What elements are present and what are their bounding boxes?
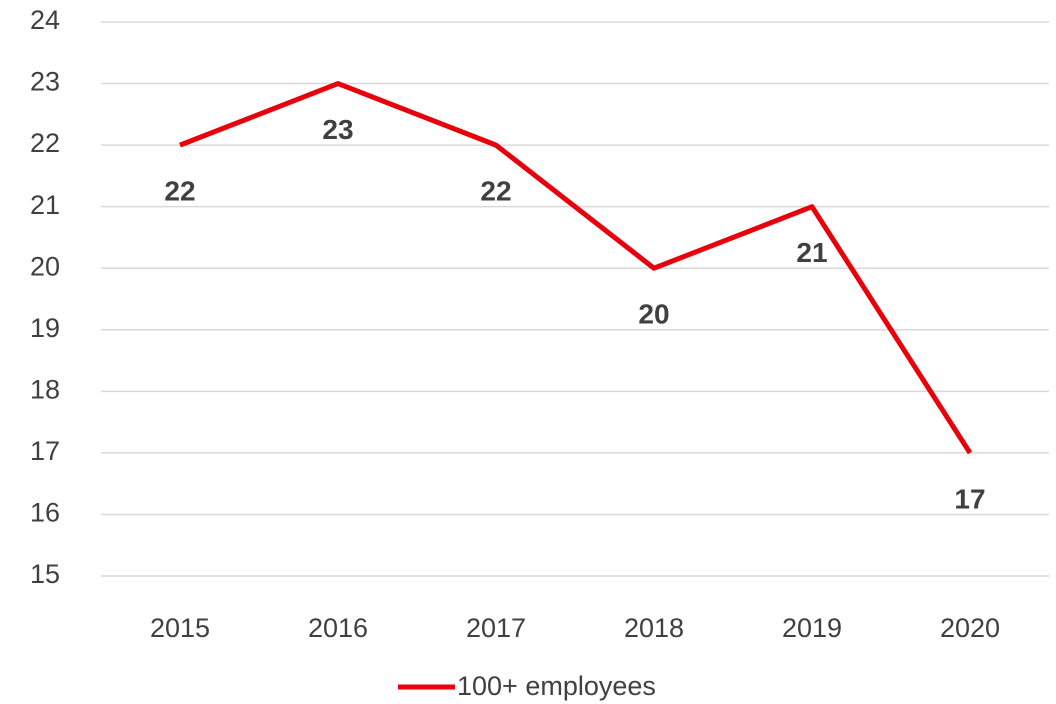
data-label: 21 bbox=[796, 237, 827, 268]
data-label: 20 bbox=[638, 299, 669, 330]
y-tick-label: 17 bbox=[30, 436, 60, 466]
x-tick-label: 2019 bbox=[782, 613, 842, 643]
x-tick-label: 2020 bbox=[940, 613, 1000, 643]
x-tick-label: 2018 bbox=[624, 613, 684, 643]
data-label: 22 bbox=[480, 176, 511, 207]
x-tick-label: 2017 bbox=[466, 613, 526, 643]
y-tick-label: 23 bbox=[30, 67, 60, 97]
x-tick-label: 2016 bbox=[308, 613, 368, 643]
y-tick-label: 15 bbox=[30, 559, 60, 589]
y-tick-label: 24 bbox=[30, 5, 60, 35]
data-label: 17 bbox=[954, 483, 985, 514]
legend-label: 100+ employees bbox=[457, 671, 656, 701]
series-line bbox=[179, 81, 973, 455]
y-tick-label: 18 bbox=[30, 374, 60, 404]
data-label: 23 bbox=[322, 114, 353, 145]
x-tick-label: 2015 bbox=[150, 613, 210, 643]
y-tick-label: 20 bbox=[30, 251, 60, 281]
data-label: 22 bbox=[164, 176, 195, 207]
y-tick-label: 16 bbox=[30, 498, 60, 528]
y-tick-label: 19 bbox=[30, 313, 60, 343]
y-tick-label: 21 bbox=[30, 190, 60, 220]
y-tick-label: 22 bbox=[30, 128, 60, 158]
